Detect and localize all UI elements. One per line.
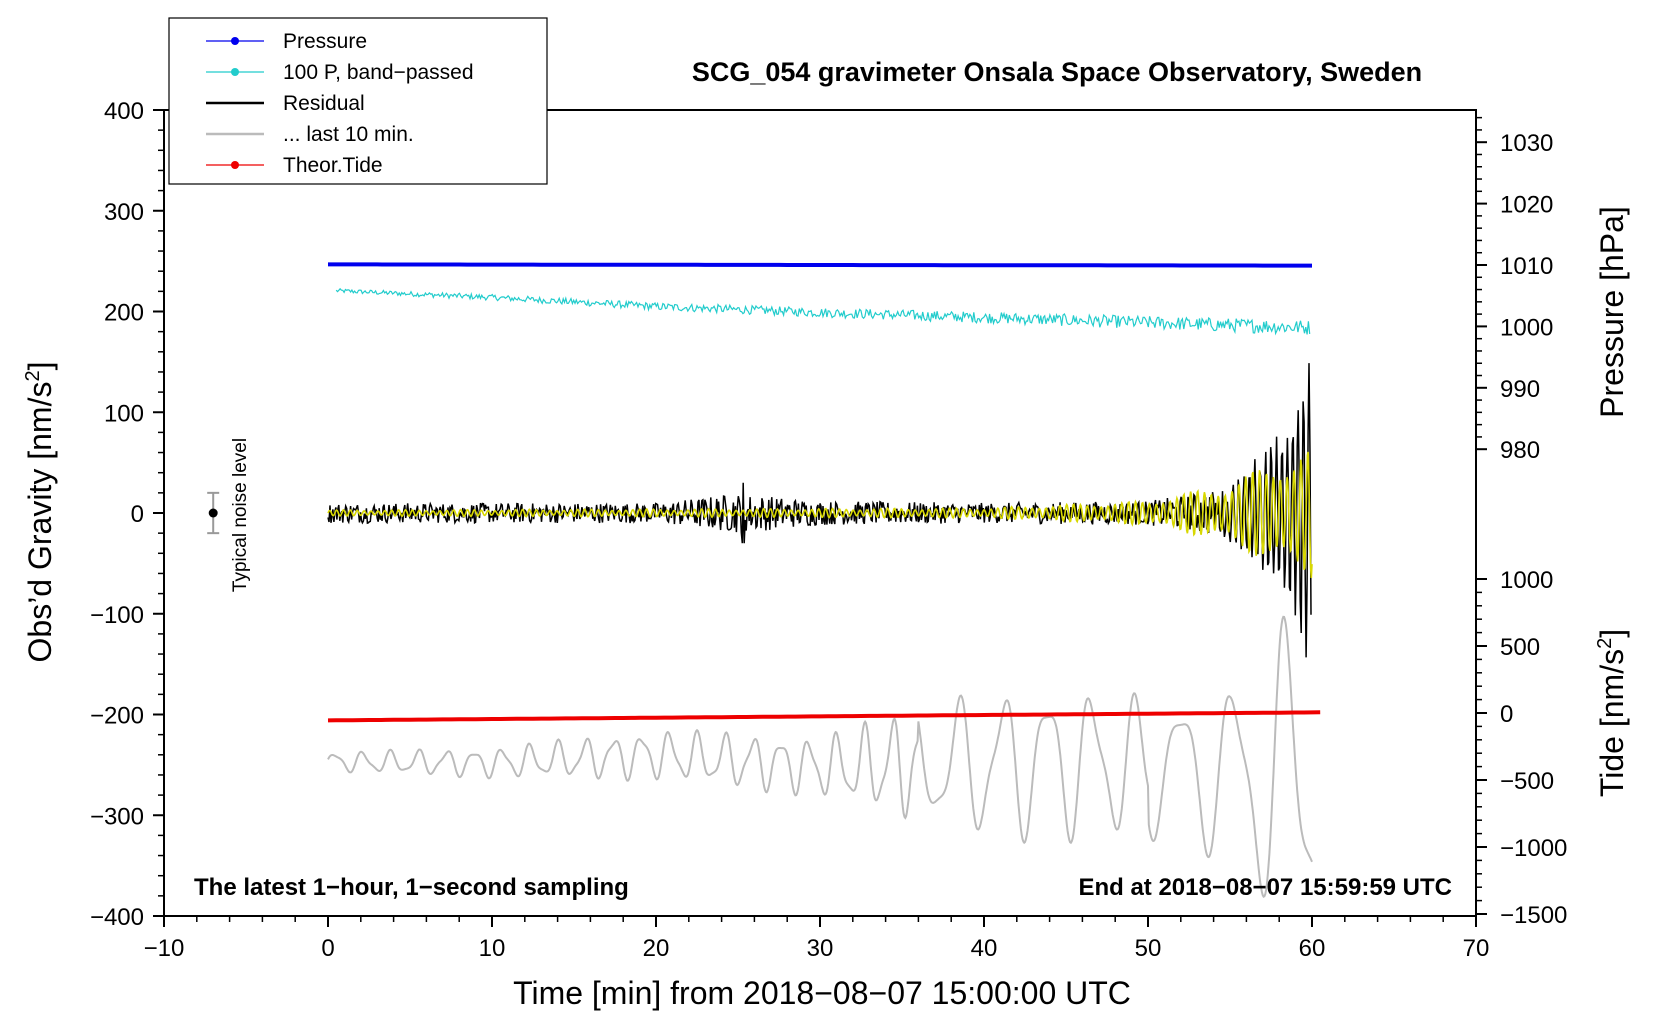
legend-label: ... last 10 min. [283,123,414,146]
left-axis-label-main: Obs’d Gravity [nm/s [22,382,58,663]
y-tick-label: −200 [90,703,144,730]
y-tick-label: 200 [104,300,144,327]
pressure-tick-label: 990 [1500,376,1540,403]
y-tick-label: −300 [90,803,144,830]
pressure-tick-label: 980 [1500,437,1540,464]
series-theor-tide [327,710,1321,723]
tide-tick-label: 500 [1500,634,1540,661]
legend-label: Residual [283,92,365,115]
legend: Pressure 100 P, band−passed Residual ... la… [168,17,548,185]
left-axis-label: Obs’d Gravity [nm/s2] [22,362,58,663]
pressure-tick-label: 1030 [1500,130,1553,157]
left-axis-label-sup: 2 [22,370,44,381]
noise-level-label: Typical noise level [230,438,251,592]
tide-tick-label: 1000 [1500,567,1553,594]
x-tick-label: 10 [479,935,506,962]
tide-axis-label-main: Tide [nm/s [1594,649,1630,797]
series-band-passed [335,287,1311,336]
y-tick-label: 400 [104,98,144,125]
legend-box [168,17,548,185]
left-axis-label-end: ] [22,362,58,371]
series-last-10-min [327,615,1313,899]
x-tick-label: 50 [1135,935,1162,962]
tide-tick-label: −1000 [1500,835,1567,862]
series-filtered-residual [327,451,1313,578]
annotation-bottom-right: End at 2018−08−07 15:59:59 UTC [1078,874,1452,901]
x-tick-label: 20 [643,935,670,962]
legend-marker [231,37,239,45]
tide-axis-label-sup: 2 [1594,638,1616,649]
legend-marker [231,68,239,76]
tide-tick-label: −500 [1500,768,1554,795]
x-tick-label: 30 [807,935,834,962]
y-tick-label: −400 [90,904,144,931]
noise-center-point [208,508,218,518]
tide-axis-label-end: ] [1594,629,1630,638]
pressure-axis-label: Pressure [hPa] [1594,206,1630,418]
y-tick-label: 0 [131,501,144,528]
axes-layer: −10 0 10 20 30 40 50 60 704003002001000−100−200−… [90,98,1567,962]
legend-marker [231,161,239,169]
x-tick-label: 0 [321,935,334,962]
annotation-bottom-left: The latest 1−hour, 1−second sampling [194,874,629,901]
tide-tick-label: −1500 [1500,902,1567,929]
y-tick-label: 100 [104,400,144,427]
pressure-tick-label: 1020 [1500,192,1553,219]
y-tick-label: 300 [104,199,144,226]
pressure-tick-label: 1000 [1500,314,1553,341]
legend-label: Theor.Tide [283,154,383,177]
y-tick-label: −100 [90,602,144,629]
pressure-tick-label: 1010 [1500,253,1553,280]
tide-tick-label: 0 [1500,701,1513,728]
noise-level-marker: Typical noise level [207,438,251,592]
legend-label: 100 P, band−passed [283,61,474,84]
x-axis-label: Time [min] from 2018−08−07 15:00:00 UTC [513,975,1131,1011]
legend-label: Pressure [283,30,367,53]
x-tick-label: 40 [971,935,998,962]
chart-title: SCG_054 gravimeter Onsala Space Observat… [692,57,1422,87]
series-pressure [328,262,1312,268]
x-tick-label: −10 [144,935,185,962]
tide-axis-label: Tide [nm/s2] [1594,629,1630,797]
series-layer [327,262,1321,899]
x-tick-label: 60 [1299,935,1326,962]
x-tick-label: 70 [1463,935,1490,962]
